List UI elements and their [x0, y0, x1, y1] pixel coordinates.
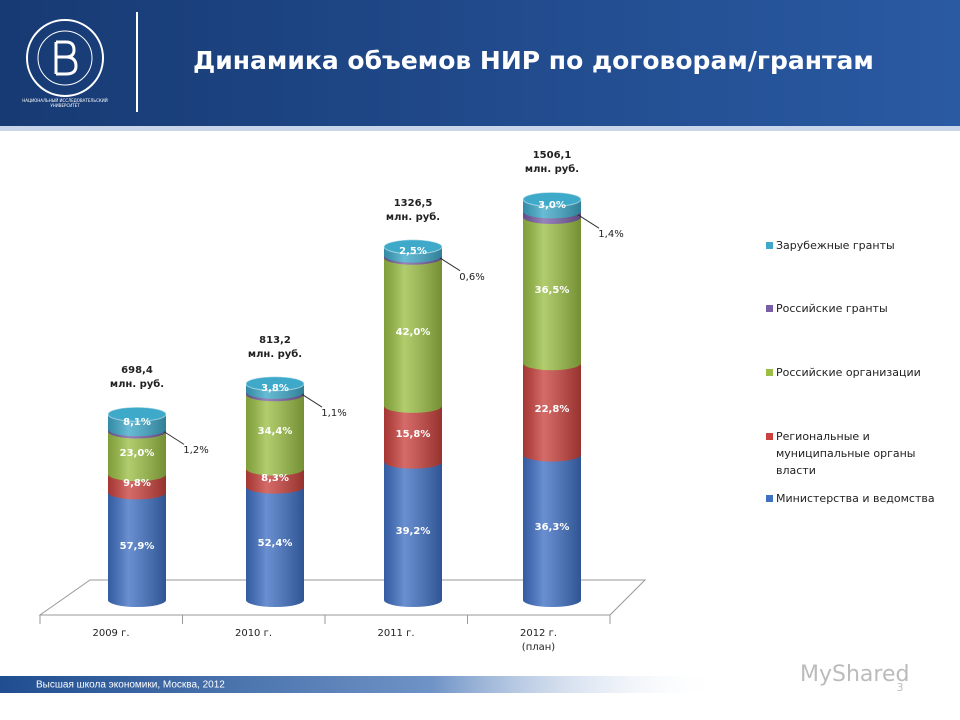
data-label: 36,3%: [534, 522, 570, 534]
data-label: 22,8%: [534, 403, 570, 415]
legend-swatch: [766, 433, 773, 440]
data-label: 3,0%: [538, 200, 566, 212]
cylinder-cap: [107, 406, 167, 422]
data-label: 1,4%: [598, 229, 624, 241]
legend-swatch: [766, 242, 773, 249]
data-label: 0,6%: [459, 271, 485, 283]
legend-entry: Министерства и ведомства: [776, 492, 935, 505]
logo-ring: [26, 19, 104, 97]
cylinder-shade: [384, 246, 442, 607]
legend-entry: Региональные и муниципальные органы влас…: [776, 430, 916, 477]
data-label: 3,8%: [261, 382, 289, 394]
legend-swatch: [766, 305, 773, 312]
cylinder-cap: [522, 191, 582, 207]
header-bar: [0, 0, 960, 126]
footer-bar: [0, 676, 720, 693]
data-label: 57,9%: [119, 541, 155, 553]
data-label: 52,4%: [257, 538, 293, 550]
logo-mark: [54, 40, 78, 76]
data-label: 8,3%: [261, 472, 289, 484]
x-tick-label: 2009 г.: [92, 628, 130, 639]
watermark: MyShared: [800, 662, 909, 687]
legend-swatch: [766, 369, 773, 376]
cylinder-cap: [245, 376, 305, 392]
data-label: 42,0%: [395, 326, 431, 338]
page-number: 3: [897, 681, 904, 694]
data-label: 34,4%: [257, 426, 293, 438]
cylinder-shade: [108, 414, 166, 607]
legend-entry: Зарубежные гранты: [776, 239, 895, 252]
data-label: 23,0%: [119, 447, 155, 459]
data-label: 39,2%: [395, 525, 431, 537]
cylinder-shade: [523, 199, 581, 608]
header-stripe: [0, 126, 960, 131]
x-tick-label: 2011 г.: [377, 628, 415, 639]
logo-inner: [37, 30, 93, 86]
total-label: 813,2 млн. руб.: [247, 334, 303, 360]
data-label: 36,5%: [534, 285, 570, 297]
legend-entry: Российские организации: [776, 366, 921, 379]
data-label: 2,5%: [399, 246, 427, 258]
legend-swatch: [766, 495, 773, 502]
x-tick-label: 2010 г.: [234, 628, 273, 639]
data-label: 8,1%: [123, 416, 151, 428]
legend-entry: Российские гранты: [776, 302, 888, 315]
total-label: 1326,5 млн. руб.: [385, 197, 441, 223]
data-label: 1,2%: [183, 445, 209, 457]
total-label: 1506,1 млн. руб.: [524, 150, 580, 176]
slide-title: Динамика объемов НИР по договорам/гранта…: [193, 46, 874, 75]
x-tick-label: 2012 г. (план): [519, 628, 558, 653]
total-label: 698,4 млн. руб.: [109, 365, 165, 391]
cylinder-cap: [383, 239, 443, 255]
logo-caption: НАЦИОНАЛЬНЫЙ ИССЛЕДОВАТЕЛЬСКИЙ УНИВЕРСИТ…: [22, 98, 108, 108]
data-label: 15,8%: [395, 428, 431, 440]
data-label: 1,1%: [321, 408, 347, 420]
cylinder-shade: [246, 383, 304, 607]
footer-text: Высшая школа экономики, Москва, 2012: [36, 680, 225, 691]
data-label: 9,8%: [123, 478, 151, 490]
